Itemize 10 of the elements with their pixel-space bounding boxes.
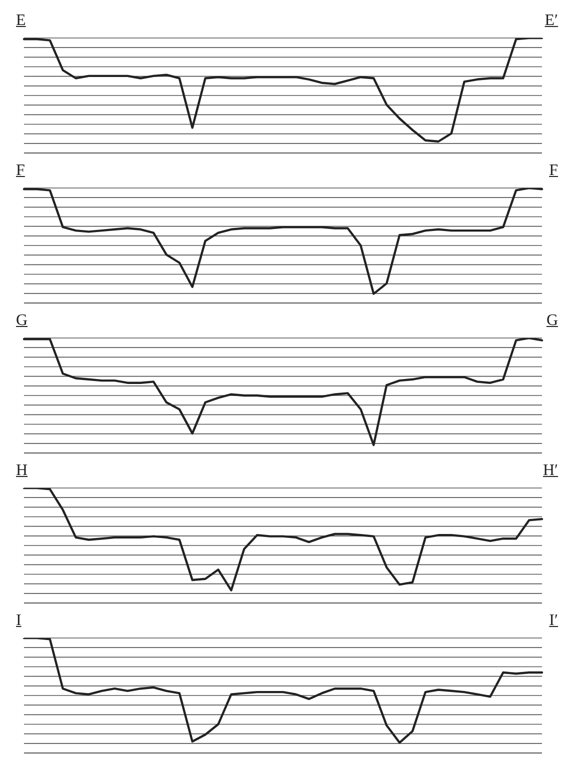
text: I [16,612,22,630]
text: E [16,12,26,30]
text: G [546,312,558,330]
text: H [16,462,28,480]
text: H′ [542,462,558,480]
text: G [16,312,28,330]
text: F [16,162,25,180]
text: F [549,162,558,180]
text: E′ [544,12,558,30]
text: I′ [549,612,558,630]
